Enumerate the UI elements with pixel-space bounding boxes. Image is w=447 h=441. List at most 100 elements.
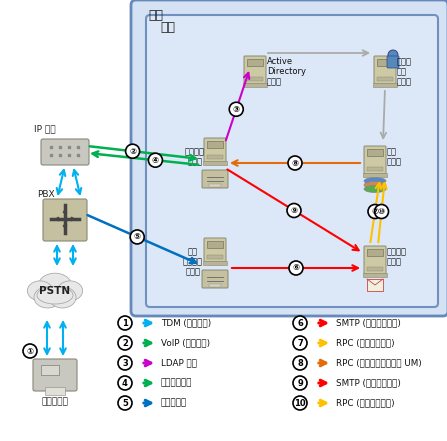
Bar	[373, 83, 397, 87]
Text: RPC (傳真郵件提交): RPC (傳真郵件提交)	[336, 339, 395, 348]
Bar	[247, 77, 263, 81]
Text: 9: 9	[297, 378, 303, 388]
Text: 用戶端
存取
伺服器: 用戶端 存取 伺服器	[397, 57, 412, 87]
Bar	[203, 261, 227, 265]
Circle shape	[118, 396, 132, 410]
Text: TDM (傳真來電): TDM (傳真來電)	[161, 318, 211, 328]
Text: 傳真媒體流: 傳真媒體流	[161, 399, 187, 407]
Ellipse shape	[364, 182, 386, 188]
Circle shape	[118, 316, 132, 330]
Text: 傳真呼叫轉介: 傳真呼叫轉介	[161, 378, 193, 388]
Bar	[367, 149, 383, 156]
Text: ①: ①	[26, 347, 34, 355]
FancyBboxPatch shape	[41, 139, 89, 165]
Bar	[209, 284, 221, 287]
Ellipse shape	[57, 281, 83, 301]
Text: ⑦: ⑦	[371, 207, 379, 216]
Circle shape	[293, 356, 307, 370]
Text: ⑧: ⑧	[291, 158, 299, 168]
Circle shape	[287, 203, 301, 217]
Bar	[247, 59, 263, 66]
Text: 1: 1	[122, 318, 128, 328]
Circle shape	[375, 205, 388, 218]
Text: 8: 8	[297, 359, 303, 367]
FancyBboxPatch shape	[364, 146, 386, 174]
Text: 2: 2	[122, 339, 128, 348]
Circle shape	[23, 344, 37, 358]
Text: ⑥: ⑥	[292, 264, 299, 273]
FancyBboxPatch shape	[244, 56, 266, 84]
FancyBboxPatch shape	[364, 246, 386, 274]
Text: 集線傳輸
伺服器: 集線傳輸 伺服器	[387, 247, 407, 266]
Circle shape	[126, 144, 139, 158]
Circle shape	[118, 376, 132, 390]
Text: SMTP (傳真郵件提交): SMTP (傳真郵件提交)	[336, 378, 401, 388]
Ellipse shape	[49, 287, 76, 308]
Bar	[243, 83, 267, 87]
Text: IP 網道: IP 網道	[34, 124, 56, 133]
Circle shape	[368, 205, 382, 218]
Text: RPC (使用信笜助理人的 UM): RPC (使用信笜助理人的 UM)	[336, 359, 422, 367]
Bar	[363, 273, 387, 277]
FancyBboxPatch shape	[131, 0, 447, 316]
Circle shape	[388, 50, 398, 60]
Bar	[377, 59, 393, 66]
Ellipse shape	[27, 281, 53, 301]
FancyBboxPatch shape	[374, 56, 396, 84]
Ellipse shape	[364, 186, 386, 193]
Text: 整合通訊
伺服器: 整合通訊 伺服器	[185, 147, 205, 166]
Text: ⑤: ⑤	[134, 232, 141, 242]
Bar	[45, 387, 65, 395]
Text: LDAP 查詢: LDAP 查詢	[161, 359, 197, 367]
Bar	[363, 173, 387, 177]
FancyBboxPatch shape	[202, 270, 228, 288]
Bar	[203, 161, 227, 165]
Bar	[207, 241, 223, 248]
Text: PBX: PBX	[37, 190, 55, 199]
Bar	[209, 184, 221, 187]
Bar	[377, 77, 393, 81]
FancyBboxPatch shape	[43, 199, 87, 241]
Text: 地點: 地點	[160, 21, 175, 34]
Bar	[367, 167, 383, 171]
Bar	[367, 249, 383, 256]
Text: 傳真
協力程式
伺服器: 傳真 協力程式 伺服器	[183, 247, 203, 277]
Bar	[367, 267, 383, 271]
Ellipse shape	[37, 286, 73, 304]
Text: RPC (傳真郵件提交): RPC (傳真郵件提交)	[336, 399, 395, 407]
Text: ⑨: ⑨	[291, 206, 298, 215]
Circle shape	[148, 153, 162, 167]
Circle shape	[118, 356, 132, 370]
Text: 樹系: 樹系	[148, 9, 163, 22]
FancyBboxPatch shape	[204, 138, 226, 162]
Circle shape	[293, 316, 307, 330]
Bar	[207, 155, 223, 159]
Circle shape	[229, 102, 243, 116]
FancyBboxPatch shape	[202, 170, 228, 188]
Text: 6: 6	[297, 318, 303, 328]
Circle shape	[293, 396, 307, 410]
Text: ②: ②	[129, 147, 136, 156]
Ellipse shape	[34, 287, 61, 308]
Text: ⑩: ⑩	[378, 207, 385, 216]
Bar	[207, 141, 223, 148]
FancyBboxPatch shape	[204, 238, 226, 262]
Ellipse shape	[364, 177, 386, 184]
Circle shape	[293, 376, 307, 390]
Circle shape	[130, 230, 144, 244]
Text: ④: ④	[152, 156, 159, 164]
FancyBboxPatch shape	[146, 15, 438, 307]
Bar	[207, 255, 223, 259]
Text: 5: 5	[122, 399, 128, 407]
Text: VoIP (傳真來電): VoIP (傳真來電)	[161, 339, 210, 348]
Ellipse shape	[38, 273, 72, 297]
Text: 外部傳真機: 外部傳真機	[42, 397, 68, 406]
Text: 10: 10	[294, 399, 306, 407]
Circle shape	[118, 336, 132, 350]
Text: SMTP (傳真郵件提交): SMTP (傳真郵件提交)	[336, 318, 401, 328]
FancyBboxPatch shape	[33, 359, 77, 391]
Circle shape	[288, 156, 302, 170]
Bar	[41, 365, 59, 375]
Text: ③: ③	[233, 105, 240, 114]
Text: 7: 7	[297, 339, 303, 348]
